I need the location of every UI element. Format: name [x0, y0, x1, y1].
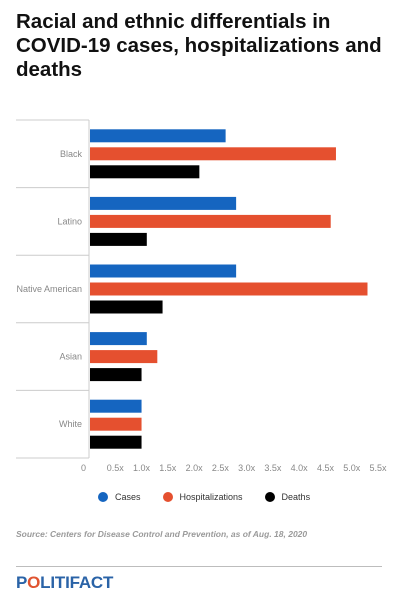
bar-cases-native-american [90, 264, 237, 278]
x-tick-label: 3.5x [264, 463, 282, 473]
bar-deaths-black [90, 165, 200, 179]
bar-hospitalizations-asian [90, 350, 158, 364]
x-tick-label: 2.5x [212, 463, 230, 473]
category-label: Black [60, 149, 83, 159]
x-tick-label: 0 [81, 463, 86, 473]
x-tick-label: 2.0x [186, 463, 204, 473]
category-label: Native American [16, 284, 82, 294]
bar-cases-latino [90, 196, 237, 210]
x-tick-label: 1.0x [133, 463, 151, 473]
legend-swatch-deaths [264, 492, 275, 502]
bar-chart: Black Latino Native American Asian White 0 0.5… [16, 119, 387, 473]
logo-part-fact: FACT [69, 573, 114, 592]
x-tick-label: 4.0x [291, 463, 309, 473]
logo-part-o: O [27, 573, 41, 592]
logo-part-liti: LITI [40, 573, 70, 592]
bar-deaths-asian [90, 368, 142, 382]
legend-swatch-cases [98, 492, 108, 502]
x-tick-label: 5.5x [369, 463, 387, 473]
chart-title: Racial and ethnic differentials in COVID… [16, 10, 382, 81]
category-label: Asian [59, 352, 82, 362]
bar-hospitalizations-latino [90, 214, 331, 228]
legend-label-deaths: Deaths [281, 492, 311, 502]
category-label: White [59, 419, 82, 429]
x-tick-label: 3.0x [238, 463, 256, 473]
chart-legend: Cases Hospitalizations Deaths [98, 492, 332, 502]
bar-deaths-native-american [90, 300, 163, 314]
bar-hospitalizations-native-american [90, 282, 368, 296]
x-tick-label: 5.0x [343, 463, 361, 473]
source-note: Source: Centers for Disease Control and … [16, 529, 308, 539]
legend-item-cases[interactable]: Cases [98, 492, 141, 502]
x-tick-label: 4.5x [317, 463, 335, 473]
footer-divider [16, 566, 382, 567]
bar-cases-asian [90, 332, 147, 346]
legend-item-deaths[interactable]: Deaths [264, 492, 311, 502]
bar-hospitalizations-white [90, 417, 142, 431]
politifact-logo[interactable]: POLITIFACT [16, 573, 113, 593]
category-label: Latino [57, 216, 82, 226]
bar-hospitalizations-black [90, 147, 336, 161]
bar-cases-white [90, 399, 142, 413]
logo-part-p: P [16, 573, 28, 592]
legend-item-hospitalizations[interactable]: Hospitalizations [162, 492, 243, 502]
bar-cases-black [90, 129, 226, 143]
bar-deaths-latino [90, 232, 147, 246]
x-tick-label: 0.5x [107, 463, 125, 473]
legend-swatch-hospitalizations [162, 492, 173, 502]
bar-deaths-white [90, 435, 142, 449]
legend-label-hospitalizations: Hospitalizations [179, 492, 243, 502]
x-tick-label: 1.5x [159, 463, 177, 473]
legend-label-cases: Cases [115, 492, 141, 502]
